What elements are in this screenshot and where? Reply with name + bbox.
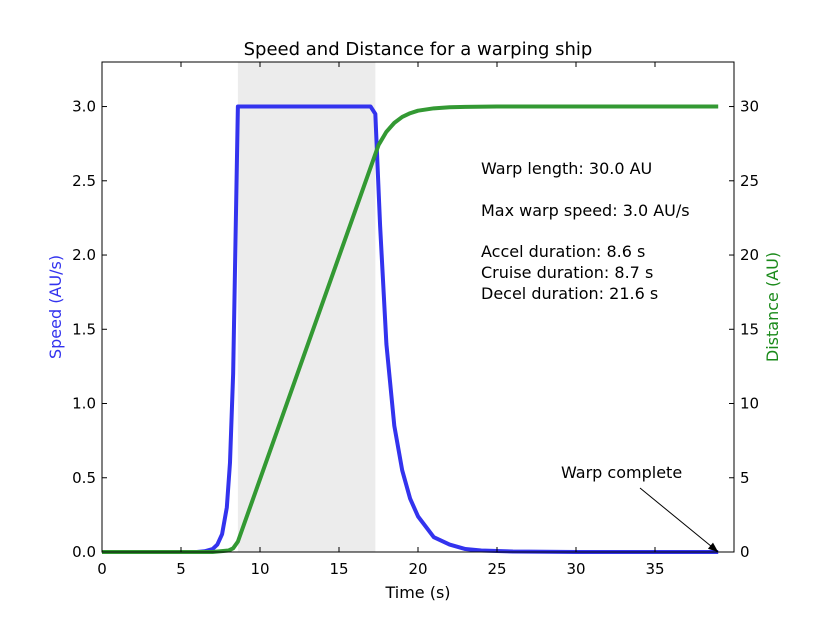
x-tick-label: 0	[97, 560, 107, 578]
series-layer	[102, 104, 719, 554]
info-warp-length: Warp length: 30.0 AU	[481, 159, 652, 178]
y-left-tick-label: 1.0	[72, 395, 96, 413]
x-tick-label: 15	[329, 560, 348, 578]
y-left-tick-label: 1.5	[72, 320, 96, 338]
x-tick-label: 30	[566, 560, 585, 578]
y-left-tick-label: 0.0	[72, 543, 96, 561]
info-decel-duration: Decel duration: 21.6 s	[481, 284, 658, 303]
y-right-tick-label: 20	[740, 246, 759, 264]
y-left-tick-label: 2.0	[72, 246, 96, 264]
y-right-tick-label: 30	[740, 98, 759, 116]
y-left-tick-label: 3.0	[72, 98, 96, 116]
info-accel-duration: Accel duration: 8.6 s	[481, 242, 645, 261]
series-line-distance	[102, 104, 719, 554]
x-tick-label: 5	[176, 560, 186, 578]
series-line-speed	[102, 104, 719, 554]
y-axis-label-left: Speed (AU/s)	[46, 255, 65, 359]
x-tick-label: 10	[250, 560, 269, 578]
warp-complete-arrow	[639, 487, 719, 553]
y-right-tick-label: 10	[740, 395, 759, 413]
info-cruise-duration: Cruise duration: 8.7 s	[481, 263, 653, 282]
chart-title: Speed and Distance for a warping ship	[244, 39, 593, 60]
info-max-speed: Max warp speed: 3.0 AU/s	[481, 201, 690, 220]
y-right-tick-label: 25	[740, 172, 759, 190]
x-tick-label: 20	[408, 560, 427, 578]
info-box: Warp length: 30.0 AU Max warp speed: 3.0…	[481, 159, 690, 303]
y-left-tick-label: 0.5	[72, 469, 96, 487]
x-tick-label: 35	[645, 560, 664, 578]
warp-complete-label: Warp complete	[561, 463, 682, 482]
warp-complete-arrowhead	[707, 542, 719, 552]
x-tick-label: 25	[487, 560, 506, 578]
y-left-tick-label: 2.5	[72, 172, 96, 190]
y-right-tick-label: 15	[740, 320, 759, 338]
cruise-span	[237, 62, 376, 552]
ticks-layer: 0 5 10 15 20 25 30 35 0.0 0.5 1.0 1.5 2.0 2.5 3.0 0 5 10 1…	[72, 62, 759, 578]
x-axis-label: Time (s)	[384, 583, 450, 602]
y-axis-label-right: Distance (AU)	[763, 252, 782, 362]
y-right-tick-label: 0	[740, 543, 750, 561]
y-right-tick-label: 5	[740, 469, 750, 487]
